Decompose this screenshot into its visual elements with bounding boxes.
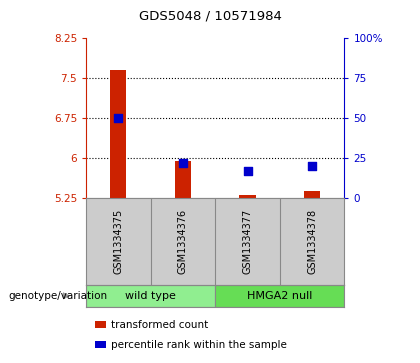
Text: GSM1334376: GSM1334376 — [178, 209, 188, 274]
Point — [180, 160, 186, 166]
Point — [115, 115, 122, 121]
Bar — [239, 195, 256, 198]
Text: percentile rank within the sample: percentile rank within the sample — [111, 340, 287, 350]
Text: GSM1334375: GSM1334375 — [113, 209, 123, 274]
Text: wild type: wild type — [125, 291, 176, 301]
Text: GSM1334378: GSM1334378 — [307, 209, 317, 274]
Bar — [86, 285, 215, 307]
Polygon shape — [63, 292, 71, 299]
Point — [309, 163, 315, 169]
Point — [244, 168, 251, 174]
Bar — [175, 160, 191, 198]
Bar — [304, 191, 320, 198]
Bar — [215, 285, 344, 307]
Text: transformed count: transformed count — [111, 320, 209, 330]
Text: genotype/variation: genotype/variation — [8, 291, 108, 301]
Text: HMGA2 null: HMGA2 null — [247, 291, 312, 301]
Text: GSM1334377: GSM1334377 — [242, 209, 252, 274]
Text: GDS5048 / 10571984: GDS5048 / 10571984 — [139, 9, 281, 22]
Bar — [110, 70, 126, 198]
